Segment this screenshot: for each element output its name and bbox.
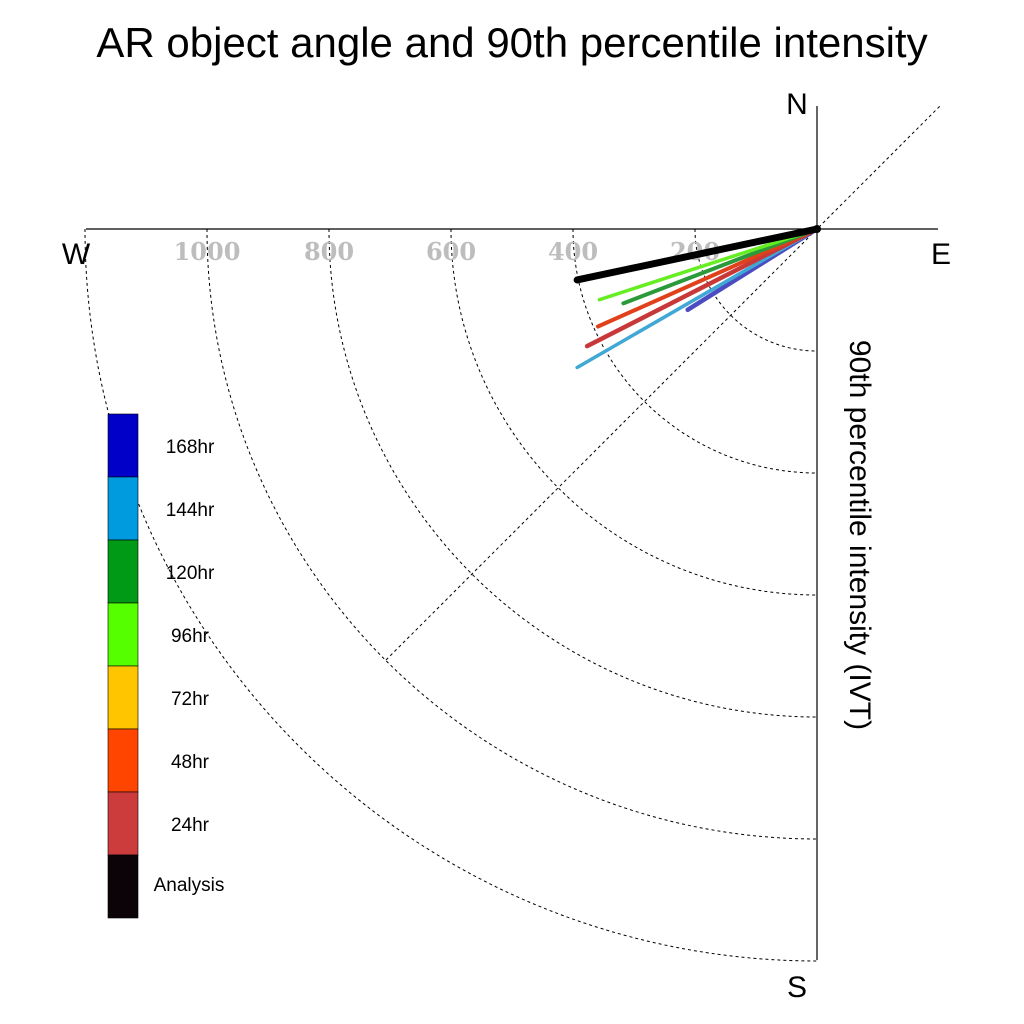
radial-ring [328, 228, 818, 718]
vector-24hr [584, 226, 820, 349]
series-vectors [573, 225, 821, 370]
east-label: E [931, 238, 951, 271]
radial-ring [572, 228, 818, 474]
legend-label: 72hr [171, 689, 210, 710]
vector-144hr [575, 227, 819, 370]
south-label: S [787, 971, 807, 1004]
radial-tick-label: 800 [304, 237, 354, 266]
origin-point [813, 225, 821, 233]
legend-label: 24hr [171, 815, 210, 836]
radial-tick-label: 400 [548, 237, 598, 266]
legend-swatch [107, 413, 139, 478]
radial-ring [84, 228, 818, 962]
legend-swatch [107, 665, 139, 730]
north-label: N [786, 88, 808, 121]
radial-tick-label: 600 [426, 237, 476, 266]
diagonal-guide [385, 105, 941, 661]
radial-ring [206, 228, 818, 840]
vector-96hr [597, 227, 819, 302]
y-axis-label: 90th percentile intensity (IVT) [843, 340, 876, 730]
legend-label: 48hr [171, 752, 210, 773]
legend-swatch [107, 539, 139, 604]
legend-label: 120hr [166, 563, 215, 584]
vector-analysis [573, 225, 821, 284]
legend-swatch [107, 476, 139, 541]
chart-title: AR object angle and 90th percentile inte… [96, 19, 927, 66]
legend-swatch [107, 728, 139, 793]
west-label: W [62, 238, 91, 271]
vector-48hr [595, 227, 819, 329]
legend-label: 144hr [166, 500, 215, 521]
legend-swatch [107, 602, 139, 667]
legend: 168hr 144hr 120hr 96hr 72hr 48hr 24hr Analysis [107, 413, 225, 919]
legend-label: 96hr [171, 626, 210, 647]
legend-label: 168hr [166, 437, 215, 458]
radial-ring [450, 228, 818, 596]
legend-label: Analysis [154, 875, 225, 896]
radial-tick-label: 1000 [174, 237, 241, 266]
radial-tick-labels: 2004006008001000 [174, 237, 720, 266]
vector-120hr [621, 227, 819, 306]
legend-swatch [107, 791, 139, 856]
legend-swatch [107, 854, 139, 919]
